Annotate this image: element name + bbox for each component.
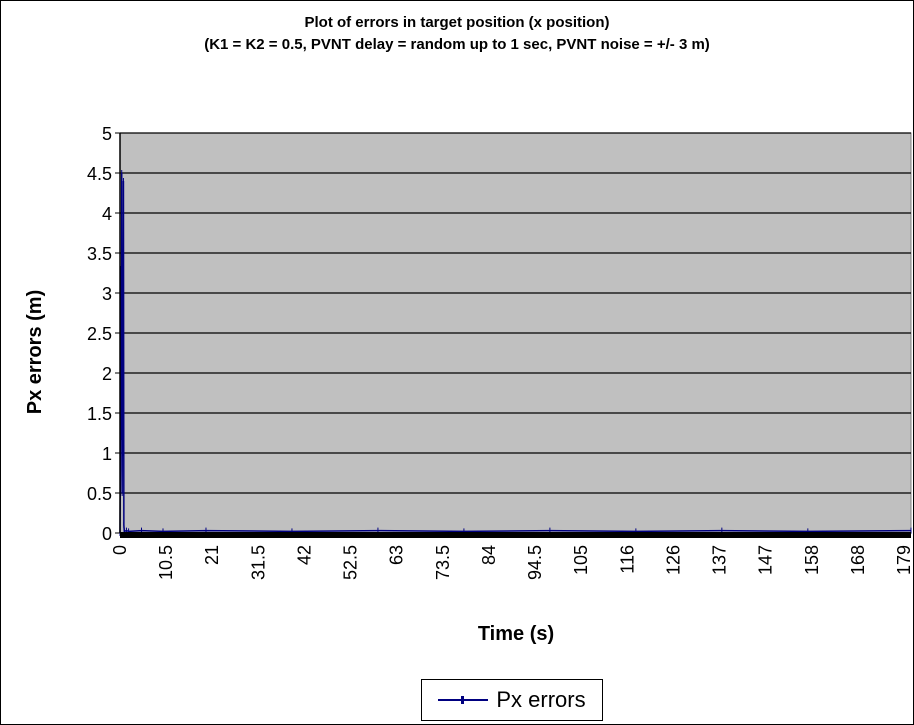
x-tick-label: 63 [387, 545, 407, 565]
y-tick-label: 1 [102, 444, 112, 464]
y-tick-label: 3 [102, 284, 112, 304]
x-tick-label: 168 [848, 545, 868, 575]
x-tick-label: 105 [571, 545, 591, 575]
legend-line-marker [438, 693, 489, 707]
x-tick-label: 116 [617, 545, 637, 574]
x-tick-label: 73.5 [433, 545, 453, 580]
y-axis-title: Px errors (m) [24, 290, 46, 415]
x-tick-label: 158 [802, 545, 822, 575]
x-tick-label: 31.5 [248, 545, 268, 580]
y-tick-label: 4.5 [87, 164, 112, 184]
chart-subtitle: (K1 = K2 = 0.5, PVNT delay = random up t… [204, 36, 710, 53]
x-tick-labels: 0 10.5 21 31.5 42 52.5 63 73.5 84 94.5 105 116 126 13… [110, 545, 914, 580]
axes [119, 133, 911, 538]
x-tick-label: 94.5 [525, 545, 545, 580]
chart-title: Plot of errors in target position (x pos… [304, 14, 610, 31]
y-tick-label: 1.5 [87, 404, 112, 424]
x-tick-label: 0 [110, 545, 130, 555]
y-tick-label: 4 [102, 204, 112, 224]
x-tick-label: 126 [663, 545, 683, 575]
y-tick-label: 2.5 [87, 324, 112, 344]
x-axis-title: Time (s) [478, 623, 554, 645]
y-tick-label: 2 [102, 364, 112, 384]
chart-svg: 0 0.5 1 1.5 2 2.5 3 3.5 4 4.5 5 0 10.5 21 31.5 42 52.5 6… [24, 124, 914, 645]
legend: Px errors [421, 679, 603, 721]
y-tick-label: 3.5 [87, 244, 112, 264]
x-tick-label: 84 [479, 545, 499, 565]
x-tick-label: 147 [756, 545, 776, 575]
x-axis-line [120, 532, 911, 538]
chart-title-block: Plot of errors in target position (x pos… [0, 12, 914, 56]
x-tick-label: 42 [295, 545, 315, 565]
series-line [119, 172, 912, 534]
y-tick-label: 0.5 [87, 484, 112, 504]
x-tick-label: 52.5 [341, 545, 361, 580]
gridlines [115, 132, 911, 534]
x-tick-label: 10.5 [156, 545, 176, 580]
legend-label: Px errors [496, 687, 586, 712]
x-tick-label: 137 [710, 545, 730, 575]
y-tick-labels: 0 0.5 1 1.5 2 2.5 3 3.5 4 4.5 5 [87, 124, 112, 544]
x-tick-label: 179 [894, 545, 914, 575]
y-tick-label: 5 [102, 124, 112, 144]
y-tick-label: 0 [102, 524, 112, 544]
x-tick-label: 21 [202, 545, 222, 565]
